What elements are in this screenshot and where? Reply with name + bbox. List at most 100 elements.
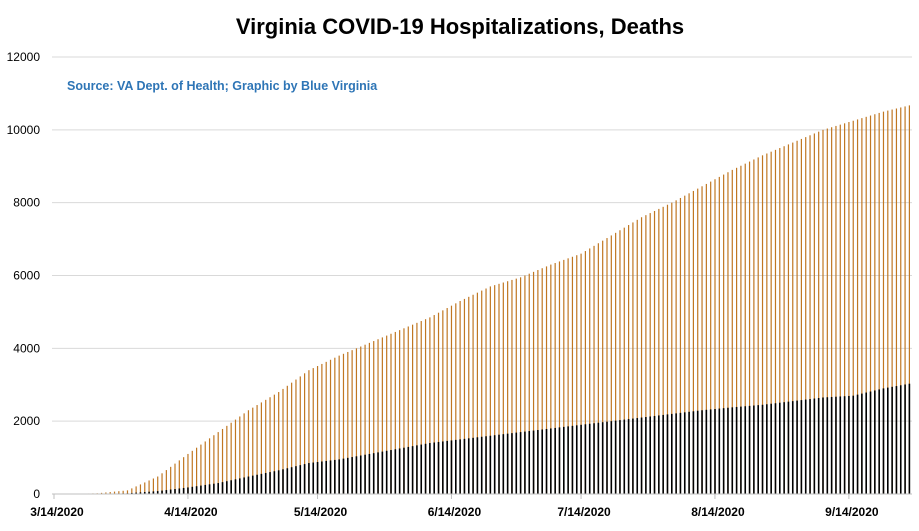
hospitalizations-bar <box>666 204 669 494</box>
y-tick-label: 4000 <box>13 341 40 355</box>
deaths-bar <box>264 472 267 494</box>
hospitalizations-bar <box>882 111 885 494</box>
hospitalizations-bar <box>658 208 660 494</box>
hospitalizations-bar <box>628 225 630 494</box>
deaths-bar <box>848 395 850 494</box>
deaths-bar <box>359 455 362 494</box>
deaths-bar <box>727 407 729 494</box>
hospitalizations-bar <box>489 286 491 494</box>
deaths-bar <box>407 446 410 494</box>
deaths-bar <box>169 489 172 494</box>
hospitalizations-bar <box>213 435 215 494</box>
hospitalizations-bar <box>662 206 664 495</box>
deaths-bar <box>139 492 142 494</box>
deaths-bar <box>571 425 574 494</box>
deaths-bar <box>450 440 453 494</box>
hospitalizations-bar <box>273 394 275 494</box>
hospitalizations-bar <box>468 296 470 494</box>
deaths-bar <box>740 406 742 494</box>
deaths-bar <box>662 414 664 494</box>
hospitalizations-bar <box>520 277 522 494</box>
hospitalizations-bar <box>226 425 228 494</box>
hospitalizations-bar <box>895 108 898 494</box>
hospitalizations-bar <box>757 157 759 494</box>
hospitalizations-bar <box>826 128 828 494</box>
deaths-bar <box>420 444 423 494</box>
hospitalizations-bar <box>204 441 206 494</box>
hospitalizations-bar <box>368 342 370 494</box>
deaths-bar <box>174 489 176 494</box>
deaths-bar <box>528 431 531 494</box>
deaths-bar <box>506 433 509 494</box>
deaths-bar <box>588 423 591 494</box>
deaths-bar <box>791 401 794 494</box>
hospitalizations-bar <box>740 165 742 494</box>
hospitalizations-bar <box>632 222 634 494</box>
hospitalizations-bar <box>731 169 733 494</box>
hospitalizations-bar <box>463 298 466 494</box>
deaths-bar <box>584 424 587 494</box>
deaths-bar <box>524 431 526 494</box>
deaths-bar <box>856 394 859 494</box>
deaths-bar <box>813 398 816 494</box>
hospitalizations-bar <box>260 402 262 494</box>
y-tick-label: 12000 <box>7 50 41 64</box>
deaths-bar <box>817 398 820 494</box>
deaths-bar <box>766 404 768 494</box>
deaths-bar <box>753 405 755 494</box>
deaths-bar <box>489 435 492 494</box>
y-tick-label: 6000 <box>13 269 40 283</box>
hospitalizations-bar <box>122 490 124 494</box>
hospitalizations-bar <box>869 115 872 494</box>
hospitalizations-bar <box>753 159 755 494</box>
hospitalizations-bar <box>342 353 345 494</box>
hospitalizations-bar <box>286 385 288 494</box>
hospitalizations-bar <box>113 491 116 494</box>
hospitalizations-bar <box>152 478 154 494</box>
x-tick-label: 8/14/2020 <box>691 505 745 519</box>
hospitalizations-bar <box>256 405 258 494</box>
hospitalizations-bar <box>584 251 586 494</box>
title-part-1: Virginia COVID-19 <box>236 14 430 39</box>
deaths-bar <box>498 434 500 494</box>
deaths-bar <box>563 426 565 494</box>
deaths-bar <box>554 427 556 494</box>
deaths-bar <box>822 397 824 494</box>
hospitalizations-bar <box>567 258 569 494</box>
deaths-bar <box>567 426 569 494</box>
deaths-bar <box>783 402 785 494</box>
deaths-bar <box>683 412 686 494</box>
hospitalizations-bar <box>403 328 405 494</box>
deaths-bar <box>342 458 345 494</box>
deaths-bar <box>636 418 639 494</box>
hospitalizations-bar <box>576 255 578 494</box>
hospitalizations-bar <box>347 351 349 494</box>
hospitalizations-bar <box>420 321 422 494</box>
hospitalizations-bar <box>507 281 509 494</box>
deaths-bar <box>714 408 716 494</box>
y-tick-label: 2000 <box>13 414 40 428</box>
hospitalizations-bar <box>472 294 474 494</box>
deaths-bar <box>398 448 401 494</box>
hospitalizations-bar <box>649 213 651 495</box>
hospitalizations-bar <box>170 466 172 494</box>
hospitalizations-bar <box>528 273 530 494</box>
hospitalizations-bar <box>234 419 237 494</box>
hospitalizations-bar <box>429 317 431 494</box>
hospitalizations-bar <box>118 491 120 494</box>
deaths-bar <box>329 460 332 494</box>
hospitalizations-bar <box>848 122 850 495</box>
deaths-series <box>70 383 911 494</box>
deaths-bar <box>303 464 306 494</box>
hospitalizations-bar <box>645 215 647 494</box>
hospitalizations-bar <box>744 163 746 494</box>
hospitalizations-bar <box>554 263 556 494</box>
hospitalizations-bar <box>105 492 107 494</box>
deaths-bar <box>277 470 280 494</box>
x-tick-label: 6/14/2020 <box>428 505 482 519</box>
x-tick-label: 3/14/2020 <box>30 505 84 519</box>
hospitalizations-bar <box>416 322 418 494</box>
deaths-bar <box>251 475 254 494</box>
hospitalizations-bar <box>450 305 453 494</box>
deaths-bar <box>658 415 660 494</box>
